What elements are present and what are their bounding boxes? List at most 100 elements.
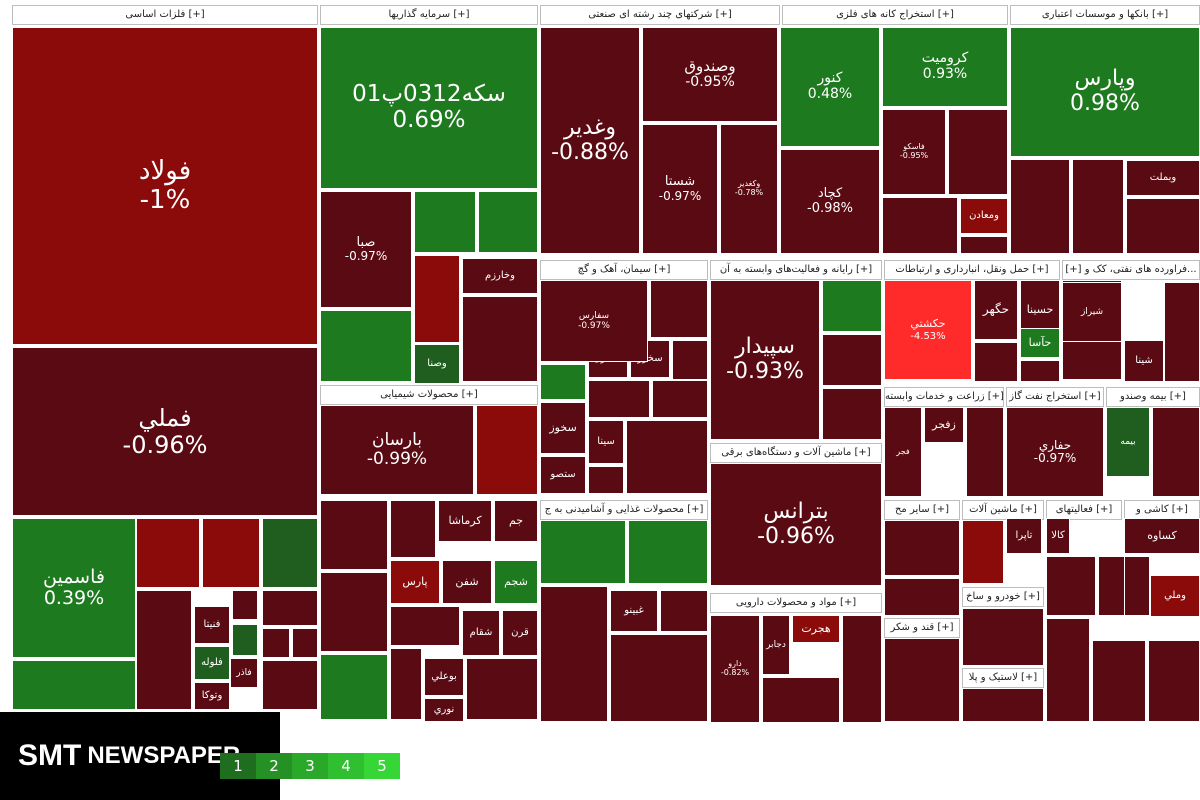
stock-tile[interactable] [626,420,708,494]
stock-tile[interactable]: ستصو [540,456,586,494]
stock-tile[interactable] [466,658,538,720]
stock-tile[interactable]: وتوكا [194,682,230,710]
stock-tile[interactable]: وصندوق -0.95% [642,27,778,122]
stock-tile[interactable] [822,388,882,440]
stock-tile[interactable] [588,380,650,418]
stock-tile[interactable] [478,191,538,253]
stock-tile[interactable]: ومعادن [960,198,1008,234]
stock-tile[interactable]: كروميت 0.93% [882,27,1008,107]
stock-tile[interactable]: وغدير -0.88% [540,27,640,254]
stock-tile[interactable] [320,654,388,720]
stock-tile[interactable] [1092,640,1146,722]
stock-tile[interactable] [948,109,1008,195]
sector-header[interactable]: رایانه و فعالیت‌های وابسته به آن [+] [710,260,882,280]
stock-tile[interactable] [1126,198,1200,254]
stock-tile[interactable]: وكغدير -0.78% [720,124,778,254]
stock-tile[interactable]: شقام [462,610,500,656]
sector-header[interactable]: فعالیتهای [+] [1046,500,1122,520]
stock-tile[interactable] [588,466,624,494]
sector-header[interactable]: قند و شکر [+] [884,618,960,638]
stock-tile[interactable] [262,590,318,626]
sector-header[interactable]: زراعت و خدمات وابسته [+] [884,387,1004,407]
sector-header[interactable]: استخراج کانه های فلزی [+] [782,5,1008,25]
stock-tile[interactable] [822,334,882,386]
stock-tile[interactable]: فنيتا [194,606,230,644]
sector-header[interactable]: [+] فراورده های نفتی، کک و... [1062,260,1200,280]
stock-tile[interactable]: بترانس -0.96% [710,463,882,586]
stock-tile[interactable]: قرن [502,610,538,656]
stock-tile[interactable] [136,518,200,588]
stock-tile[interactable]: كساوه [1124,518,1200,554]
stock-tile[interactable] [762,677,840,723]
stock-tile[interactable] [822,280,882,332]
stock-tile[interactable] [414,191,476,253]
stock-tile[interactable]: زفجر [924,407,964,443]
sector-header[interactable]: سیمان، آهک و گچ [+] [540,260,708,280]
stock-tile[interactable]: حآسا [1020,328,1060,358]
stock-tile[interactable] [884,578,960,616]
stock-tile[interactable] [672,340,708,380]
stock-tile[interactable]: بوعلي [424,658,464,696]
stock-tile[interactable]: صبا -0.97% [320,191,412,308]
sector-header[interactable]: استخراج نفت گاز [+] [1006,387,1104,407]
stock-tile[interactable]: فجر [884,407,922,497]
sector-header[interactable]: بیمه وصندو [+] [1106,387,1200,407]
stock-tile[interactable]: حفاري -0.97% [1006,407,1104,497]
stock-tile[interactable] [1124,556,1150,616]
stock-tile[interactable] [882,197,958,254]
stock-tile[interactable]: سخوز [540,402,586,454]
stock-tile[interactable]: كنور 0.48% [780,27,880,147]
sector-header[interactable]: کاشی و [+] [1124,500,1200,520]
stock-tile[interactable] [462,296,538,382]
stock-tile[interactable] [652,380,708,418]
stock-tile[interactable] [1046,556,1096,616]
stock-tile[interactable] [540,364,586,400]
sector-header[interactable]: خودرو و ساخ [+] [962,587,1044,607]
stock-tile[interactable] [1164,282,1200,382]
stock-tile[interactable] [390,606,460,646]
stock-tile[interactable]: وخارزم [462,258,538,294]
stock-tile[interactable]: شستا -0.97% [642,124,718,254]
stock-tile[interactable]: سکه0312پ01 0.69% [320,27,538,189]
stock-tile[interactable]: فلوله [194,646,230,680]
stock-tile[interactable]: فاسكو -0.95% [882,109,946,195]
stock-tile[interactable] [232,590,258,620]
stock-tile[interactable]: وملي [1150,575,1200,617]
stock-tile[interactable] [292,628,318,658]
stock-tile[interactable] [974,342,1018,382]
stock-tile[interactable] [262,518,318,588]
sector-header[interactable]: شرکتهای چند رشته ای صنعتی [+] [540,5,780,25]
sector-header[interactable]: سایر مح [+] [884,500,960,520]
stock-tile[interactable]: وپارس 0.98% [1010,27,1200,157]
stock-tile[interactable] [262,660,318,710]
stock-tile[interactable] [476,405,538,495]
stock-tile[interactable]: سينا [588,420,624,464]
stock-tile[interactable]: كچاد -0.98% [780,149,880,254]
sector-header[interactable]: ماشین آلات و دستگاه‌های برقی [+] [710,443,882,463]
stock-tile[interactable]: شفن [442,560,492,604]
stock-tile[interactable] [414,255,460,343]
sector-header[interactable]: فلزات اساسی [+] [12,5,318,25]
stock-tile[interactable] [1152,407,1200,497]
stock-tile[interactable]: حگهر [974,280,1018,340]
stock-tile[interactable] [320,572,388,652]
stock-tile[interactable]: حكشتي -4.53% [884,280,972,380]
sector-header[interactable]: بانکها و موسسات اعتباری [+] [1010,5,1200,25]
stock-tile[interactable] [390,648,422,720]
stock-tile[interactable]: نوري [424,698,464,722]
stock-tile[interactable]: كرماشا [438,500,492,542]
sector-header[interactable]: سرمایه گذاریها [+] [320,5,538,25]
stock-tile[interactable] [884,638,960,722]
stock-tile[interactable] [390,500,436,558]
stock-tile[interactable] [610,634,708,722]
stock-tile[interactable]: شجم [494,560,538,604]
stock-tile[interactable] [650,280,708,338]
stock-tile[interactable]: سپيدار -0.93% [710,280,820,440]
stock-tile[interactable] [884,520,960,576]
stock-tile[interactable] [962,608,1044,666]
stock-tile[interactable] [202,518,260,588]
stock-tile[interactable] [842,615,882,723]
stock-tile[interactable]: دارو -0.82% [710,615,760,723]
stock-tile[interactable] [320,500,388,570]
stock-tile[interactable]: كالا [1046,518,1070,554]
